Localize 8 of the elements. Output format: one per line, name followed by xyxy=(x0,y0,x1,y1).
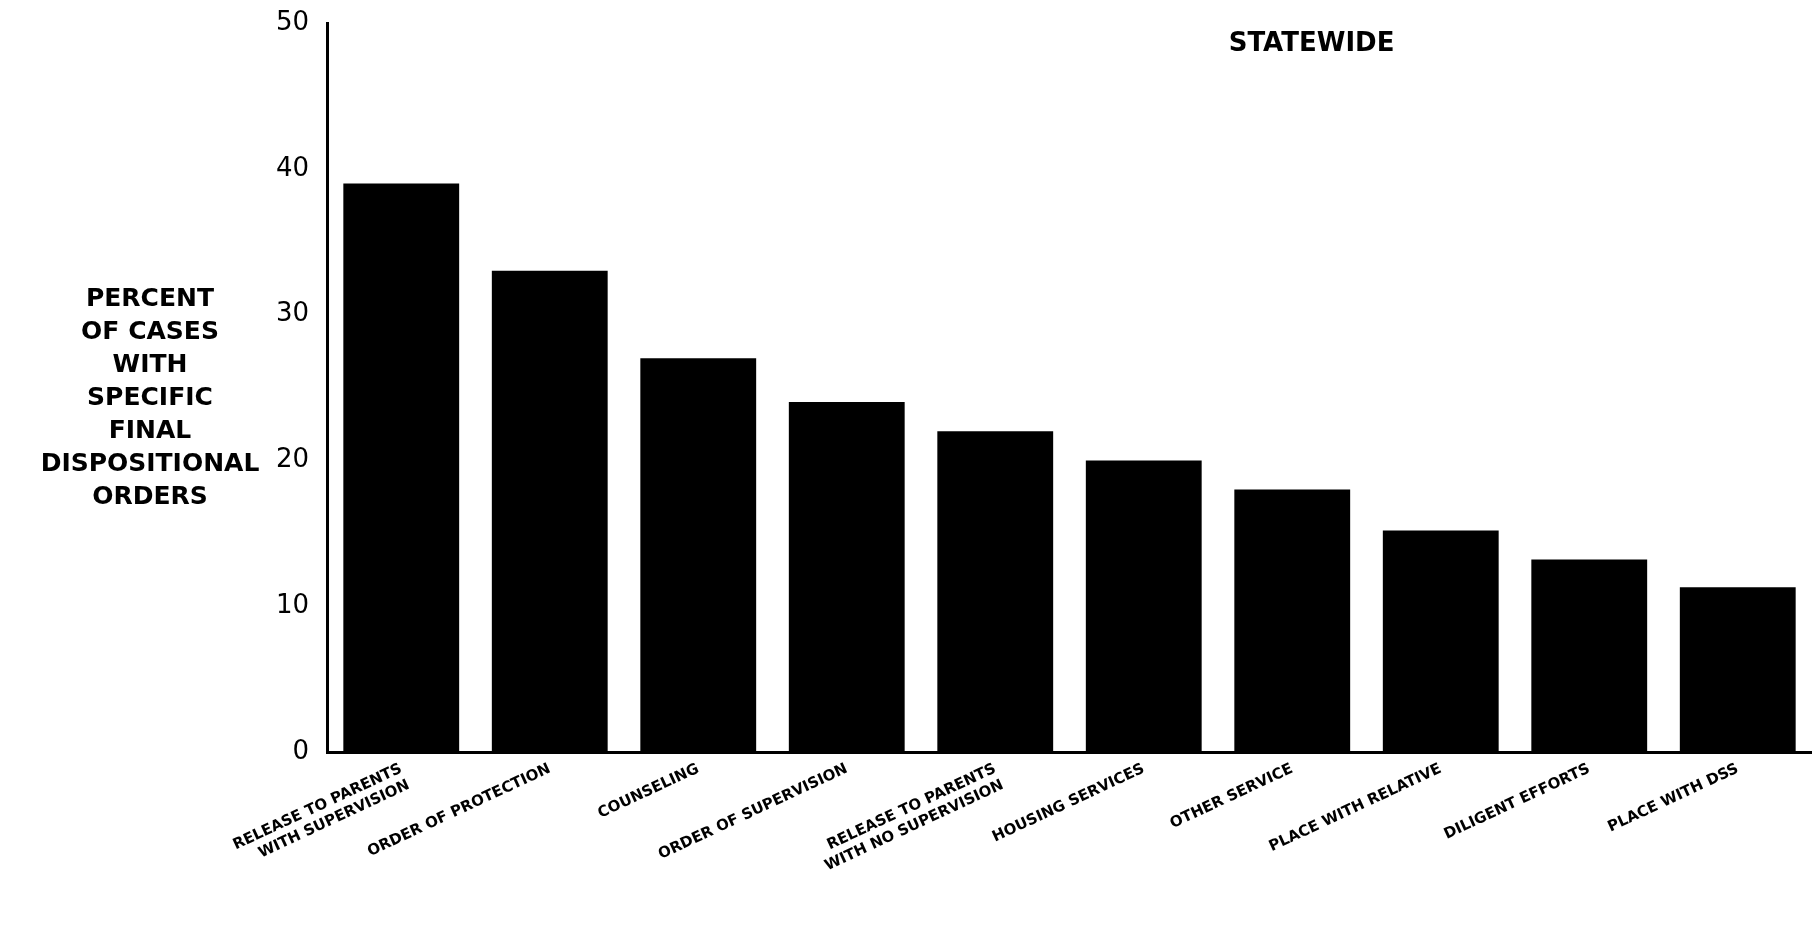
y-tick-label: 0 xyxy=(292,734,309,765)
y-tick-label: 50 xyxy=(275,5,309,36)
y-axis-title: PERCENT OF CASES WITH SPECIFIC FINAL DISPOSITIONAL ORDERS xyxy=(40,282,260,510)
y-tick-label: 40 xyxy=(275,151,309,182)
y-tick-label: 10 xyxy=(275,588,309,619)
y-tick-label: 20 xyxy=(275,443,309,474)
y-tick-label: 30 xyxy=(275,297,309,328)
chart-title: STATEWIDE xyxy=(1228,26,1395,57)
